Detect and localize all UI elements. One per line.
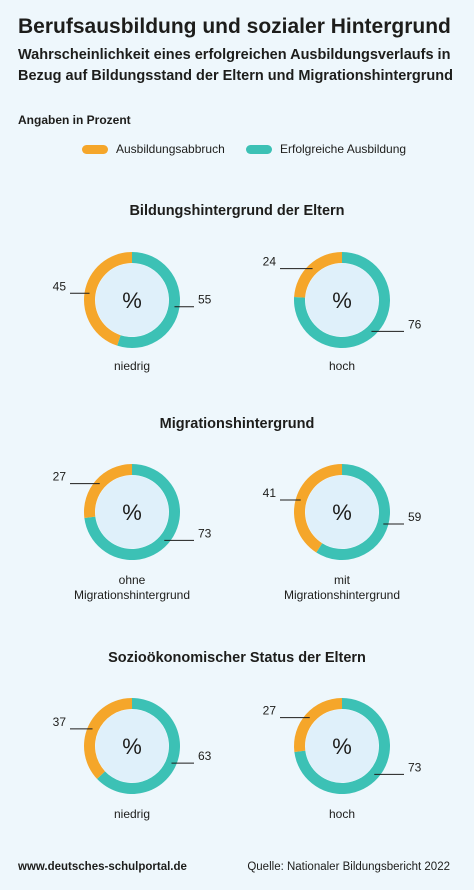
data-label-erfolg: 73 xyxy=(408,760,422,774)
legend-item-abbruch: Ausbildungsabbruch xyxy=(82,142,225,156)
slice-abbruch xyxy=(294,698,342,753)
data-label-abbruch: 45 xyxy=(53,279,67,293)
data-label-abbruch: 27 xyxy=(263,704,277,718)
slice-erfolg xyxy=(97,698,180,795)
page-subtitle: Wahrscheinlichkeit eines erfolgreichen A… xyxy=(18,47,453,84)
slice-abbruch xyxy=(84,464,132,519)
donut-hole xyxy=(305,475,379,549)
donut-hole xyxy=(305,263,379,337)
slice-abbruch xyxy=(294,464,342,553)
section-title-migration: Migrationshintergrund xyxy=(159,416,315,432)
donut-hole xyxy=(95,475,169,549)
legend-item-erfolg: Erfolgreiche Ausbildung xyxy=(246,142,406,156)
category-label: niedrig xyxy=(114,807,150,821)
donut-hole xyxy=(95,709,169,783)
donut-center-label: % xyxy=(332,734,352,759)
legend-swatch-abbruch xyxy=(82,144,108,154)
data-label-erfolg: 59 xyxy=(408,510,422,524)
donut-center-label: % xyxy=(122,288,142,313)
donut-hole xyxy=(95,263,169,337)
donut-center-label: % xyxy=(332,500,352,525)
data-label-erfolg: 55 xyxy=(198,293,212,307)
category-label: hoch xyxy=(329,807,355,821)
category-label: Migrationshintergrund xyxy=(74,588,190,602)
section-title-bildung: Bildungshintergrund der Eltern xyxy=(129,203,345,219)
legend-label-abbruch: Ausbildungsabbruch xyxy=(116,142,225,156)
data-label-erfolg: 73 xyxy=(198,526,212,540)
page-title: Berufsausbildung und sozialer Hintergrun… xyxy=(18,15,451,38)
unit-note: Angaben in Prozent xyxy=(18,113,131,127)
slice-abbruch xyxy=(294,252,342,298)
category-label: niedrig xyxy=(114,359,150,373)
slice-abbruch xyxy=(83,252,132,346)
legend-label-erfolg: Erfolgreiche Ausbildung xyxy=(280,142,407,156)
category-label: hoch xyxy=(329,359,355,373)
legend: Ausbildungsabbruch Erfolgreiche Ausbildu… xyxy=(0,142,474,160)
donut-center-label: % xyxy=(122,500,142,525)
footer-source: Quelle: Nationaler Bildungsbericht 2022 xyxy=(247,861,450,873)
donut-hole xyxy=(305,709,379,783)
data-label-abbruch: 24 xyxy=(263,255,277,269)
category-label: mit xyxy=(334,573,351,587)
slice-erfolg xyxy=(117,252,180,348)
data-label-erfolg: 76 xyxy=(408,317,422,331)
slice-erfolg xyxy=(316,464,391,560)
legend-swatch-erfolg xyxy=(246,144,272,154)
data-label-abbruch: 41 xyxy=(263,486,277,500)
slice-abbruch xyxy=(83,698,132,779)
donut-center-label: % xyxy=(122,734,142,759)
footer-website[interactable]: www.deutsches-schulportal.de xyxy=(18,861,187,873)
data-label-erfolg: 63 xyxy=(198,749,212,763)
section-title-sozio: Sozioökonomischer Status der Eltern xyxy=(108,650,366,666)
data-label-abbruch: 27 xyxy=(53,470,67,484)
category-label: ohne xyxy=(119,573,146,587)
data-label-abbruch: 37 xyxy=(53,715,67,729)
donut-center-label: % xyxy=(332,288,352,313)
category-label: Migrationshintergrund xyxy=(284,588,400,602)
